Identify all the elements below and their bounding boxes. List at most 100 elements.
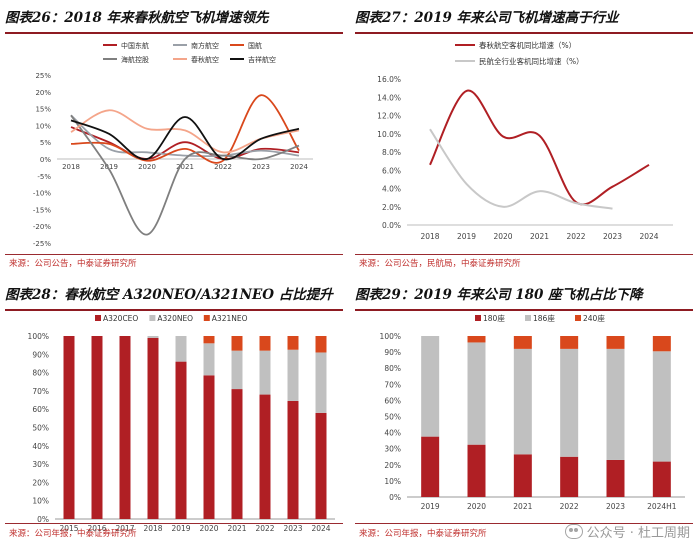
- bar-segment: [259, 336, 271, 351]
- bar-segment: [315, 412, 327, 519]
- y-tick-label: 20%: [32, 478, 49, 487]
- legend-label: 南方航空: [191, 41, 219, 50]
- bar-segment: [652, 461, 671, 497]
- bar-segment: [231, 389, 243, 519]
- x-tick-label: 2020: [199, 524, 218, 532]
- y-tick-label: 0.0%: [382, 221, 401, 230]
- legend-swatch: [475, 315, 481, 321]
- series-line: [70, 114, 300, 236]
- chart-26-source: 来源：公司公告，中泰证券研究所: [9, 259, 137, 269]
- chart-29-title-rule: [355, 309, 693, 311]
- bar-segment: [119, 336, 131, 519]
- x-tick-label: 2024: [639, 232, 658, 241]
- series-line: [70, 114, 300, 158]
- x-tick-label: 2024: [290, 163, 308, 171]
- y-tick-label: 25%: [35, 72, 51, 80]
- bar-segment: [606, 336, 625, 349]
- legend-label: 240座: [583, 313, 605, 323]
- y-tick-label: 2.0%: [382, 203, 401, 212]
- x-tick-label: 2023: [252, 163, 270, 171]
- x-tick-label: 2023: [283, 524, 302, 532]
- x-tick-label: 2015: [59, 524, 78, 532]
- chart-29-plot: 100% 90% 80% 70% 60% 50% 40% 30% 20% 10% 0% 2019 202…: [380, 313, 685, 511]
- x-tick-label: 2023: [606, 502, 625, 511]
- y-tick-label: 5%: [40, 139, 51, 147]
- y-tick-label: -5%: [37, 173, 51, 181]
- y-tick-label: 60%: [384, 396, 401, 405]
- y-tick-label: -15%: [33, 206, 51, 214]
- bar-segment: [513, 336, 532, 349]
- bar-segment: [315, 336, 327, 353]
- x-tick-label: 2018: [143, 524, 162, 532]
- x-tick-label: 2019: [421, 502, 440, 511]
- y-tick-label: 0%: [37, 515, 49, 524]
- x-tick-label: 2021: [530, 232, 549, 241]
- series-line: [70, 116, 300, 161]
- x-tick-label: 2023: [603, 232, 622, 241]
- y-tick-label: -20%: [33, 223, 51, 231]
- series-line: [429, 89, 650, 206]
- chart-27-source: 来源：公司公告，民航局，中泰证券研究所: [359, 259, 521, 269]
- legend-swatch: [575, 315, 581, 321]
- y-tick-label: 100%: [380, 332, 401, 341]
- wechat-icon: [564, 524, 583, 539]
- y-tick-label: 100%: [28, 332, 49, 341]
- chart-27-plot: 16.0% 14.0% 12.0% 10.0% 8.0% 6.0% 4.0% 2.0% 0.0%…: [377, 40, 673, 241]
- x-tick-label: 2016: [87, 524, 106, 532]
- y-tick-label: 10%: [32, 497, 49, 506]
- y-tick-label: 40%: [32, 442, 49, 451]
- y-tick-label: 30%: [384, 445, 401, 454]
- bar-segment: [606, 459, 625, 497]
- x-tick-label: 2018: [62, 163, 80, 171]
- y-tick-label: -25%: [33, 240, 51, 248]
- bar-segment: [287, 349, 299, 401]
- chart-28-title-rule: [5, 309, 343, 311]
- y-tick-label: 0%: [389, 493, 401, 502]
- bar-segment: [259, 394, 271, 519]
- chart-26-plot: 25% 20% 15% 10% 5% 0% -5% -10% -15% -20% -25% 2018 2…: [33, 41, 313, 248]
- panel-chart-28: 图表28：春秋航空 A320NEO/A321NEO 占比提升 100% 90% 80…: [5, 282, 345, 547]
- y-tick-label: 60%: [32, 405, 49, 414]
- chart-26-title: 图表26：2018 年来春秋航空飞机增速领先: [5, 10, 269, 26]
- panel-chart-29: 图表29：2019 年来公司 180 座飞机占比下降 100% 90% 80% 70%…: [355, 282, 695, 547]
- bar-segment: [287, 336, 299, 350]
- y-tick-label: 20%: [35, 89, 51, 97]
- y-tick-label: 80%: [32, 369, 49, 378]
- chart-27-title-rule: [355, 32, 693, 34]
- y-tick-label: 6.0%: [382, 166, 401, 175]
- watermark: 公众号 · 杜工周期: [564, 522, 690, 541]
- x-tick-label: 2020: [493, 232, 512, 241]
- bar-segment: [652, 336, 671, 352]
- bar-segment: [175, 336, 187, 362]
- x-tick-label: 2019: [171, 524, 190, 532]
- y-tick-label: 4.0%: [382, 185, 401, 194]
- panel-chart-27: 图表27：2019 年来公司飞机增速高于行业 16.0% 14.0% 12.0% 10…: [355, 5, 695, 270]
- bar-segment: [147, 337, 159, 519]
- legend-swatch: [149, 315, 156, 321]
- x-tick-label: 2017: [115, 524, 134, 532]
- bar-segment: [315, 352, 327, 413]
- chart-29-footer-rule: [355, 523, 693, 524]
- chart-28-source: 来源：公司年报，中泰证券研究所: [9, 529, 137, 539]
- y-tick-label: 70%: [32, 387, 49, 396]
- bar-segment: [231, 350, 243, 390]
- bar-segment: [203, 343, 215, 376]
- bar-segment: [560, 336, 579, 349]
- y-tick-label: 50%: [32, 424, 49, 433]
- bar-segment: [652, 351, 671, 462]
- legend-label: 国航: [248, 41, 262, 50]
- bar-segment: [513, 454, 532, 497]
- y-tick-label: 30%: [32, 460, 49, 469]
- y-tick-label: 10.0%: [377, 130, 401, 139]
- legend-swatch: [525, 315, 531, 321]
- y-tick-label: 10%: [384, 477, 401, 486]
- chart-28-footer-rule: [5, 523, 343, 524]
- panel-chart-26: 图表26：2018 年来春秋航空飞机增速领先 25% 20% 15% 10% 5% 0% -…: [5, 5, 345, 270]
- bar-segment: [175, 361, 187, 519]
- bar-segment: [147, 336, 159, 338]
- bar-segment: [467, 342, 486, 445]
- bar-segment: [560, 456, 579, 497]
- bar-segment: [513, 348, 532, 455]
- y-tick-label: 15%: [35, 106, 51, 114]
- x-tick-label: 2018: [420, 232, 439, 241]
